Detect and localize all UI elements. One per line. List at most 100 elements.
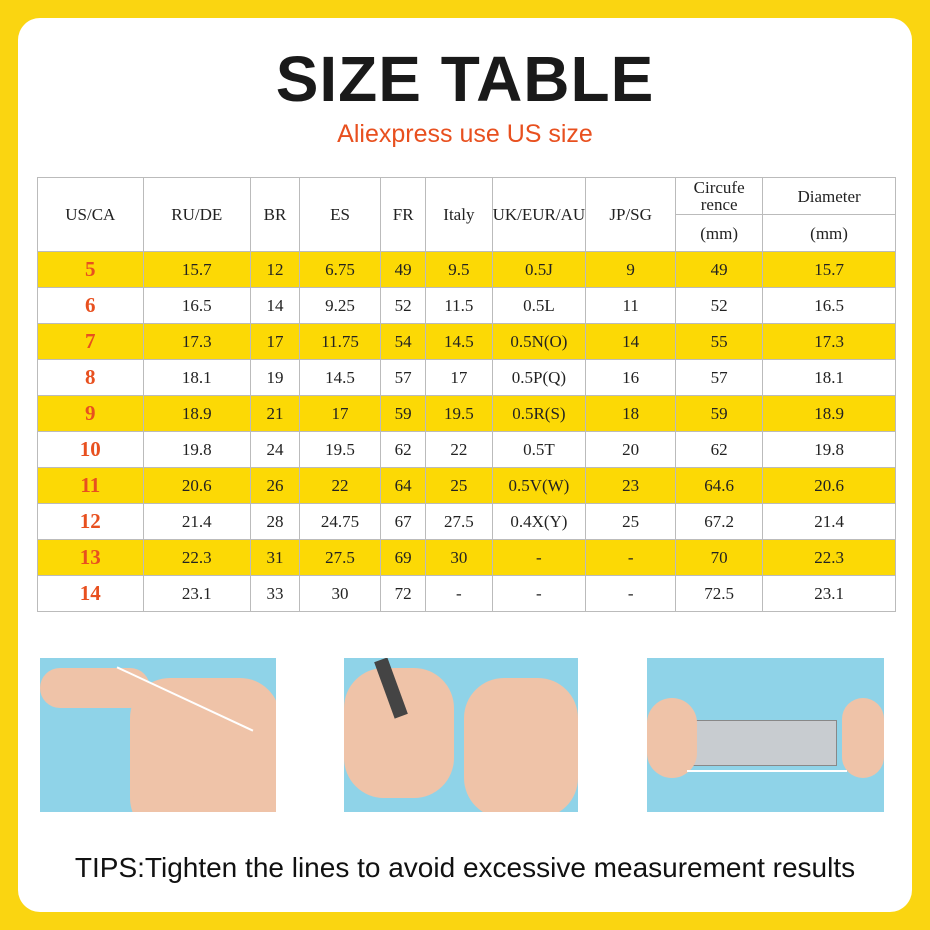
page-title: SIZE TABLE [275, 43, 655, 115]
table-cell: 11.5 [425, 287, 493, 324]
col-header: FR [380, 177, 427, 252]
unit-row: (mm) (mm) [38, 214, 896, 252]
table-cell: 25 [585, 503, 677, 540]
table-cell: - [585, 575, 677, 612]
us-size-cell: 12 [37, 503, 144, 540]
table-cell: 0.5T [491, 431, 587, 468]
photo-ruler [647, 658, 884, 812]
table-cell: 14.5 [425, 323, 493, 360]
table-cell: - [491, 539, 587, 576]
us-size-cell: 7 [37, 323, 144, 360]
table-cell: 9.25 [298, 287, 382, 324]
table-cell: 54 [380, 323, 427, 360]
us-size-cell: 9 [37, 395, 144, 432]
table-cell: 0.5V(W) [491, 467, 587, 504]
tips-text: TIPS:Tighten the lines to avoid excessiv… [74, 852, 856, 883]
us-size-cell: 6 [37, 287, 144, 324]
us-size-cell: 14 [37, 575, 144, 612]
table-row: 6 16.5 14 9.25 52 11.5 0.5L 11 52 16.5 [37, 287, 896, 324]
photo-mark-pen [344, 658, 578, 812]
us-size-cell: 5 [37, 251, 144, 288]
table-cell: 22.3 [142, 539, 252, 576]
table-cell: 26 [250, 467, 300, 504]
table-cell: 11 [585, 287, 677, 324]
table-cell: 23.1 [142, 575, 252, 612]
table-cell: 14 [250, 287, 300, 324]
table-cell: 15.7 [762, 251, 896, 288]
table-cell: 20.6 [142, 467, 252, 504]
table-cell: 17 [298, 395, 382, 432]
table-cell: 17.3 [142, 323, 252, 360]
table-cell: 19.8 [142, 431, 252, 468]
col-header: Diameter [762, 177, 896, 215]
table-cell: 0.5P(Q) [491, 359, 587, 396]
table-cell: 28 [250, 503, 300, 540]
table-cell: - [425, 575, 493, 612]
table-cell: 23.1 [762, 575, 896, 612]
table-row: 14 23.1 33 30 72- - -72.5 23.1 [37, 575, 896, 612]
table-cell: 19.5 [298, 431, 382, 468]
subtitle: Aliexpress use US size [337, 120, 593, 148]
header-row: US/CA RU/DE BR ES FR Italy UK/EUR/AU JP/… [37, 177, 896, 252]
table-cell: 25 [425, 467, 493, 504]
table-cell: 30 [298, 575, 382, 612]
table-cell: 17.3 [762, 323, 896, 360]
table-cell: 18.9 [762, 395, 896, 432]
table-cell: 30 [425, 539, 493, 576]
table-cell: 21.4 [142, 503, 252, 540]
table-row: 9 18.9 21 17 59 19.5 0.5R(S) 18 59 18.9 [37, 395, 896, 432]
us-size-cell: 11 [37, 467, 144, 504]
col-header: RU/DE [142, 177, 252, 252]
table-cell: 72.5 [675, 575, 764, 612]
table-cell: 31 [250, 539, 300, 576]
col-header: Italy [425, 177, 493, 252]
table-cell: 17 [425, 359, 493, 396]
table-cell: 19.8 [762, 431, 896, 468]
table-cell: 59 [675, 395, 764, 432]
photo-wrap-finger [40, 658, 276, 812]
table-cell: 16.5 [142, 287, 252, 324]
table-cell: 0.5R(S) [491, 395, 587, 432]
table-cell: 16.5 [762, 287, 896, 324]
table-cell: 64 [380, 467, 427, 504]
table-cell: 21 [250, 395, 300, 432]
table-cell: 27.5 [425, 503, 493, 540]
col-header: Circufe rence [675, 177, 764, 215]
table-cell: 19.5 [425, 395, 493, 432]
table-cell: 18.9 [142, 395, 252, 432]
col-header: UK/EUR/AU [491, 177, 587, 252]
table-cell: 57 [380, 359, 427, 396]
table-cell: 55 [675, 323, 764, 360]
table-cell: 22 [298, 467, 382, 504]
col-header: ES [298, 177, 382, 252]
unit-label: (mm) [762, 214, 896, 252]
table-cell: 49 [675, 251, 764, 288]
unit-label: (mm) [675, 214, 764, 252]
table-row: 10 19.8 24 19.5 62 22 0.5T 20 62 19.8 [37, 431, 896, 468]
table-cell: 18 [585, 395, 677, 432]
table-cell: 33 [250, 575, 300, 612]
table-cell: 52 [675, 287, 764, 324]
table-cell: 67.2 [675, 503, 764, 540]
table-cell: 57 [675, 359, 764, 396]
table-row: 7 17.3 17 11.75 54 14.5 0.5N(O) 14 55 17.3 [37, 323, 896, 360]
table-cell: 6.75 [298, 251, 382, 288]
table-row: 5 15.7 12 6.75 49 9.5 0.5J 9 49 15.7 [37, 251, 896, 288]
table-row: 8 18.1 19 14.5 57 17 0.5P(Q) 16 57 18.1 [37, 359, 896, 396]
us-size-cell: 13 [37, 539, 144, 576]
table-cell: 20 [585, 431, 677, 468]
table-row: 12 21.4 28 24.75 67 27.5 0.4X(Y) 25 67.2 21.4 [37, 503, 896, 540]
table-cell: 72 [380, 575, 427, 612]
table-cell: 49 [380, 251, 427, 288]
us-size-cell: 8 [37, 359, 144, 396]
table-cell: 0.5J [491, 251, 587, 288]
table-cell: 24 [250, 431, 300, 468]
table-cell: 0.5L [491, 287, 587, 324]
table-cell: - [491, 575, 587, 612]
table-cell: 0.5N(O) [491, 323, 587, 360]
table-cell: 15.7 [142, 251, 252, 288]
table-cell: - [585, 539, 677, 576]
table-cell: 20.6 [762, 467, 896, 504]
table-cell: 70 [675, 539, 764, 576]
table-cell: 52 [380, 287, 427, 324]
